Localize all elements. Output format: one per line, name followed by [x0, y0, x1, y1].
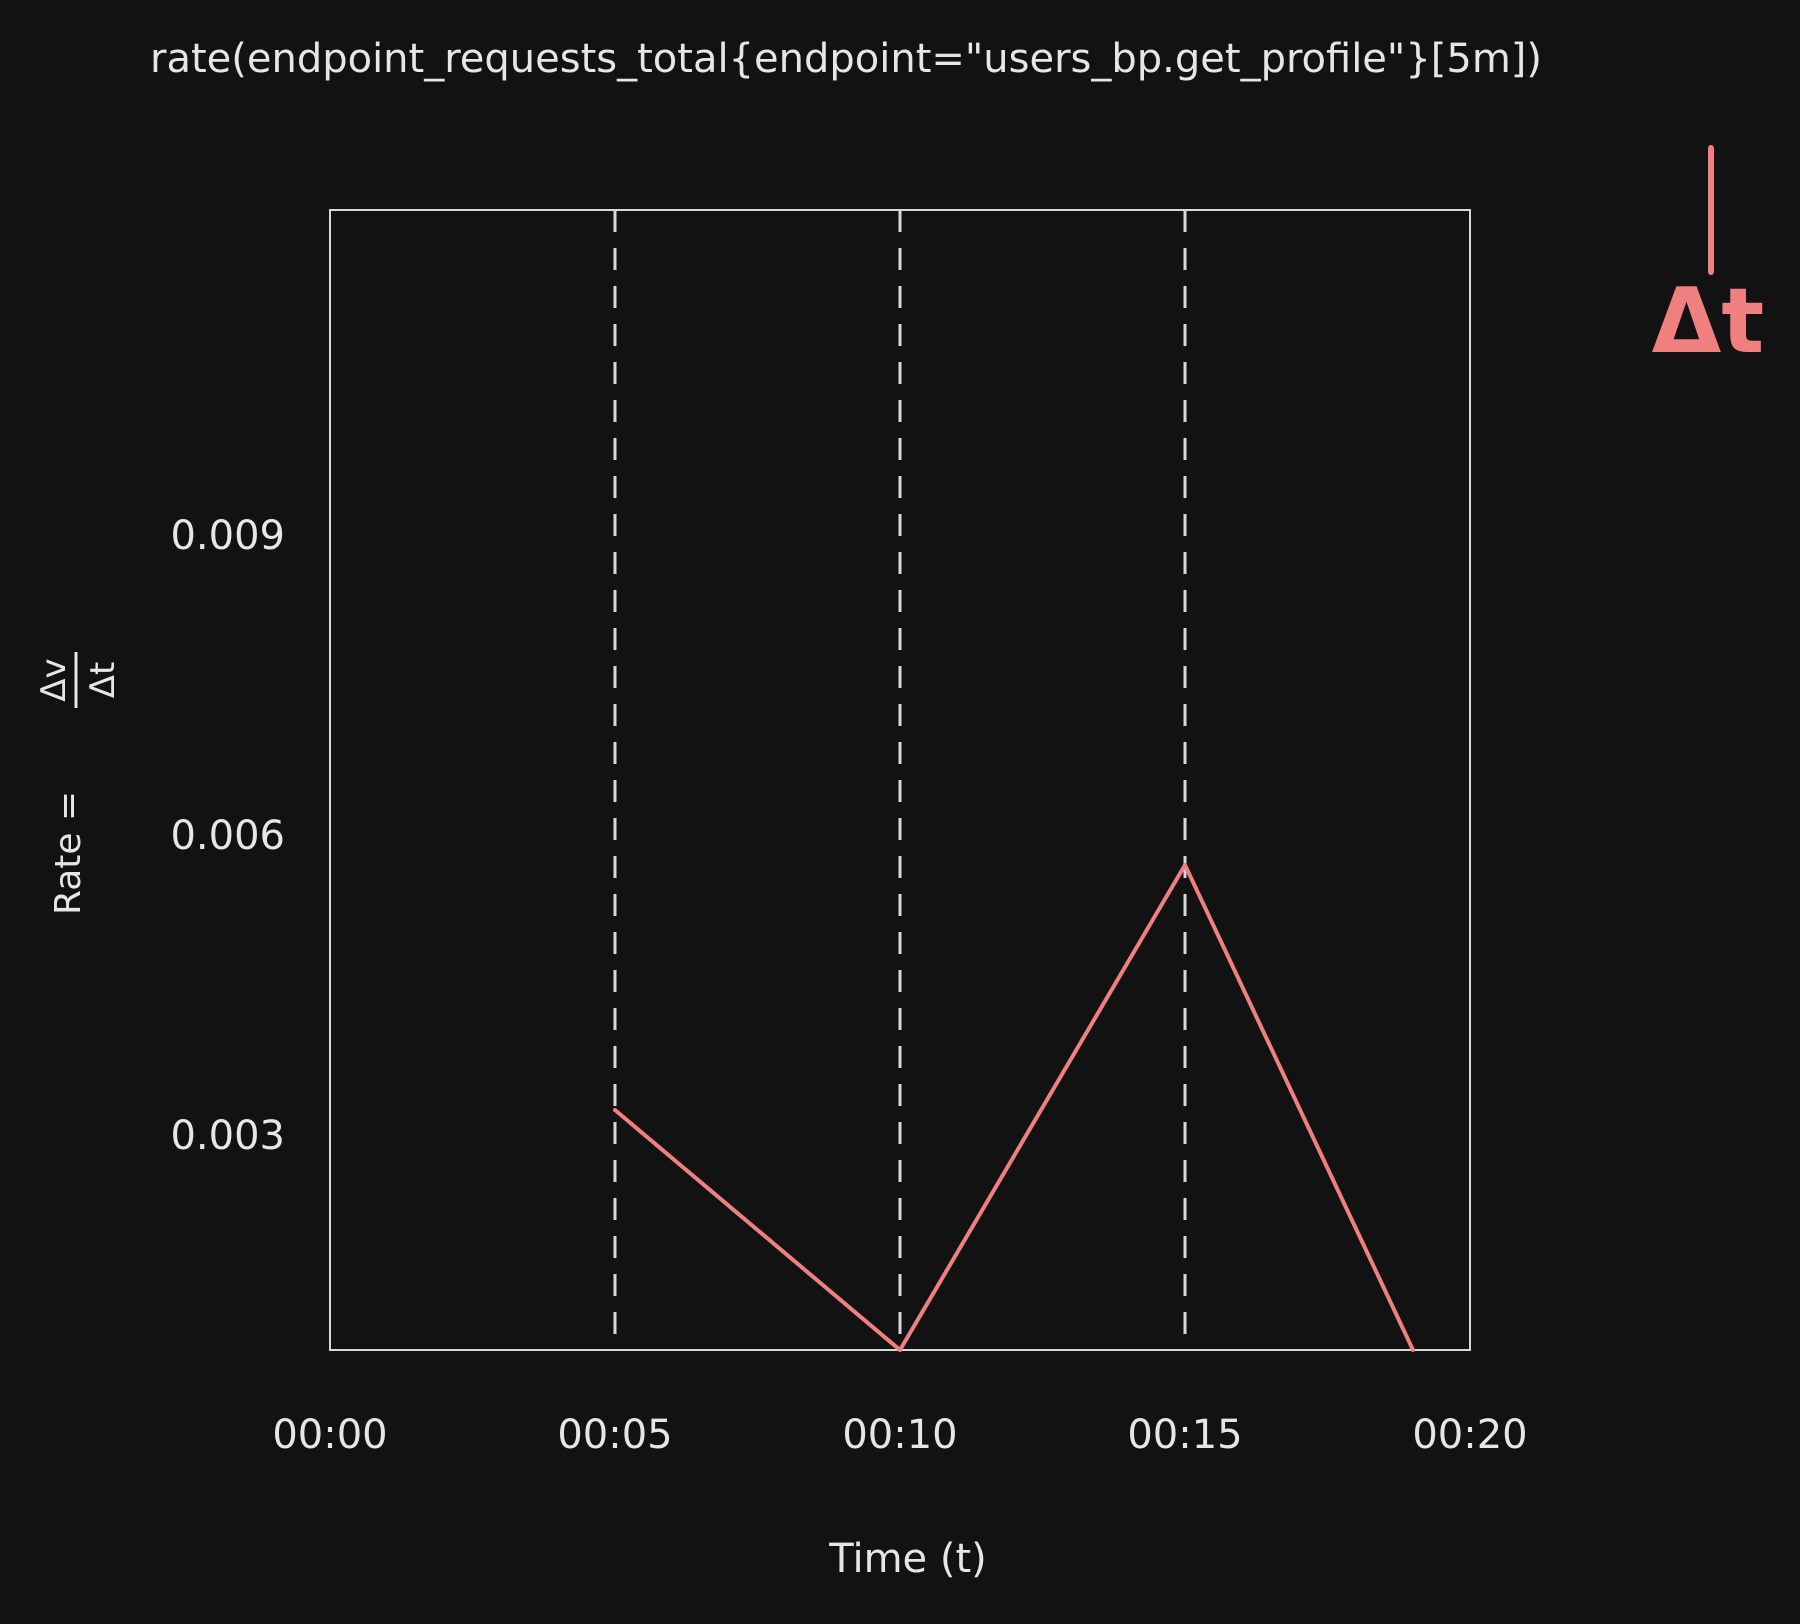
x-axis-label: Time (t)	[828, 1536, 987, 1582]
y-tick-label: 0.003	[170, 1113, 285, 1159]
series-line	[613, 863, 1415, 1352]
data-point	[613, 1108, 617, 1112]
x-tick-label: 00:10	[842, 1412, 957, 1458]
y-axis-label-numerator: Δv	[34, 658, 74, 701]
y-tick-label: 0.006	[170, 813, 285, 859]
y-axis-label-prefix: Rate =	[48, 791, 89, 915]
y-axis-label: Rate = Δv Δt	[34, 652, 123, 915]
data-point	[898, 1348, 902, 1352]
vertical-gridlines	[613, 210, 1187, 1350]
data-point	[1183, 863, 1187, 867]
y-tick-labels: 0.003 0.006 0.009	[170, 513, 285, 1159]
y-tick-label: 0.009	[170, 513, 285, 559]
x-tick-label: 00:05	[557, 1412, 672, 1458]
delta-t-annotation: Δt	[1652, 145, 1765, 374]
delta-t-label: Δt	[1652, 269, 1765, 374]
x-tick-label: 00:15	[1127, 1412, 1242, 1458]
x-tick-labels: 00:00 00:05 00:10 00:15 00:20	[272, 1412, 1527, 1458]
x-tick-label: 00:00	[272, 1412, 387, 1458]
y-axis-label-denominator: Δt	[83, 662, 123, 699]
chart-title: rate(endpoint_requests_total{endpoint="u…	[150, 36, 1542, 82]
series-points	[613, 863, 1415, 1352]
data-point	[1411, 1348, 1415, 1352]
x-tick-label: 00:20	[1412, 1412, 1527, 1458]
